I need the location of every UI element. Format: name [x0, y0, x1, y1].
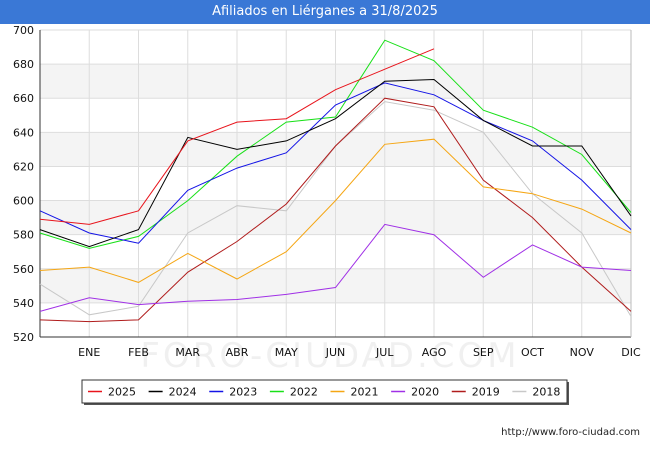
x-tick-label: OCT — [521, 346, 544, 359]
x-tick-label: JUL — [375, 346, 394, 359]
series-line-2025 — [39, 48, 435, 225]
series-lines — [39, 39, 632, 323]
x-tick-label: DIC — [621, 346, 641, 359]
chart-title: Afiliados en Liérganes a 31/8/2025 — [0, 0, 650, 24]
series-line-2019 — [39, 97, 632, 323]
series-line-2021 — [39, 138, 632, 283]
line-chart: FORO-CIUDAD.COM 520 540 560 580 600 620 640 660 6… — [13, 24, 641, 405]
x-tick-label: MAY — [275, 346, 298, 359]
y-tick-label: 520 — [13, 331, 34, 344]
legend-box — [81, 379, 568, 404]
x-tick-label: ENE — [78, 346, 100, 359]
legend-label-2021: 2021 — [351, 386, 379, 399]
x-tick-label: SEP — [473, 346, 494, 359]
x-tick-label: JUN — [325, 346, 346, 359]
legend-label-2019: 2019 — [472, 386, 500, 399]
x-tick-label: AGO — [422, 346, 447, 359]
y-tick-label: 700 — [13, 24, 34, 37]
y-tick-label: 560 — [13, 263, 34, 276]
legend-label-2025: 2025 — [108, 386, 136, 399]
y-tick-label: 600 — [13, 195, 34, 208]
source-url[interactable]: http://www.foro-ciudad.com — [501, 427, 640, 438]
legend-label-2023: 2023 — [229, 386, 257, 399]
y-tick-label: 640 — [13, 126, 34, 139]
series-line-2022 — [39, 39, 632, 249]
y-tick-label: 680 — [13, 58, 34, 71]
x-tick-label: FEB — [128, 346, 149, 359]
legend-label-2022: 2022 — [290, 386, 318, 399]
x-tick-label: ABR — [226, 346, 249, 359]
series-line-2024 — [39, 78, 632, 248]
watermark: FORO-CIUDAD.COM — [140, 336, 519, 376]
legend-label-2024: 2024 — [169, 386, 197, 399]
x-tick-label: NOV — [570, 346, 595, 359]
legend: 2025 2024 2023 2022 2021 2020 2019 2018 — [81, 379, 569, 405]
legend-label-2020: 2020 — [411, 386, 439, 399]
y-tick-label: 580 — [13, 229, 34, 242]
y-tick-label: 660 — [13, 92, 34, 105]
series-line-2023 — [39, 82, 632, 244]
x-tick-label: MAR — [175, 346, 200, 359]
series-line-2020 — [39, 223, 632, 312]
y-tick-label: 620 — [13, 160, 34, 173]
y-tick-label: 540 — [13, 297, 34, 310]
legend-label-2018: 2018 — [532, 386, 560, 399]
